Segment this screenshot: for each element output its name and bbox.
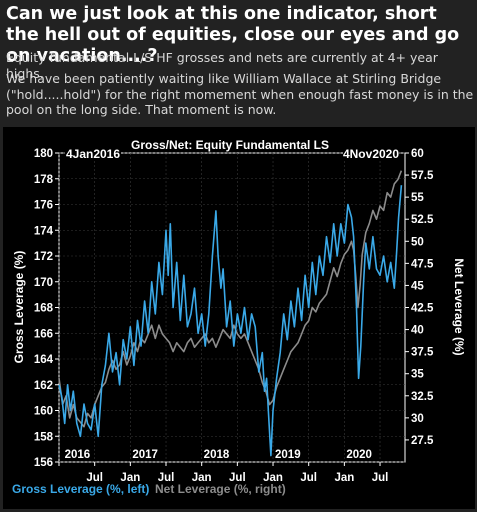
y-tick-label: 162 xyxy=(34,380,53,392)
y-tick-label: 166 xyxy=(34,328,53,340)
right-axis-ticks: 60 57.5 55 52.5 50 47.5 45 42.5 40 37.5 35 32.5 30 27… xyxy=(405,148,434,447)
y-tick-label: 156 xyxy=(34,457,53,469)
x-tick-label: Jan xyxy=(334,472,354,484)
legend-net-leverage: Net Leverage (%, right) xyxy=(155,482,286,496)
x-tick-label: Jul xyxy=(158,472,175,484)
x-tick-label: Jul xyxy=(86,472,103,484)
y2-tick-label: 50 xyxy=(411,236,424,248)
year-label: 2017 xyxy=(132,449,158,461)
gross-leverage-line xyxy=(58,185,403,457)
left-axis-ticks: 180 178 176 174 172 170 168 166 164 162 160 158 156 xyxy=(34,148,59,469)
y2-tick-label: 32.5 xyxy=(411,391,434,403)
start-date-label: 4Jan2016 xyxy=(66,147,120,161)
year-label: 2016 xyxy=(65,449,91,461)
y-tick-label: 174 xyxy=(34,225,54,237)
y2-tick-label: 40 xyxy=(411,325,424,337)
y2-tick-label: 35 xyxy=(411,369,424,381)
y-tick-label: 180 xyxy=(34,148,53,160)
y-tick-label: 158 xyxy=(34,431,54,443)
y-axis-label-right: Net Leverage (%) xyxy=(452,258,466,355)
y2-tick-label: 52.5 xyxy=(411,214,434,226)
x-tick-label: Jul xyxy=(300,472,317,484)
body-paragraph: We have been patiently waiting like Will… xyxy=(6,71,474,117)
y2-tick-label: 57.5 xyxy=(411,170,434,182)
year-label: 2019 xyxy=(275,449,301,461)
legend-gross-leverage: Gross Leverage (%, left) xyxy=(12,482,149,496)
x-tick-label: Jan xyxy=(192,472,212,484)
y2-tick-label: 37.5 xyxy=(411,347,434,359)
x-tick-label: Jan xyxy=(263,472,283,484)
chart-panel: 180 178 176 174 172 170 168 166 164 162 160 158 156 … xyxy=(3,127,475,509)
y-tick-label: 168 xyxy=(34,303,54,315)
start-label-background xyxy=(65,146,121,160)
y-tick-label: 170 xyxy=(34,277,53,289)
y-tick-label: 160 xyxy=(34,406,53,418)
y2-tick-label: 55 xyxy=(411,192,424,204)
y-tick-label: 164 xyxy=(34,354,54,366)
x-axis-ticks: Jul Jan Jul Jan Jul Jan Jul Jan Jul 2016 2017 2018 2… xyxy=(58,449,389,484)
leverage-chart: 180178176174172170168166164162160158156 … xyxy=(12,136,466,496)
y2-tick-label: 30 xyxy=(411,413,424,425)
y2-tick-label: 60 xyxy=(411,148,424,160)
y-tick-label: 176 xyxy=(34,200,53,212)
title-background xyxy=(139,136,321,152)
x-tick-label: Jul xyxy=(372,472,389,484)
year-label: 2020 xyxy=(346,449,372,461)
x-tick-label: Jul xyxy=(229,472,246,484)
y-tick-label: 178 xyxy=(34,174,54,186)
year-label: 2018 xyxy=(204,449,230,461)
chart-title: Gross/Net: Equity Fundamental LS xyxy=(131,138,329,152)
x-tick-label: Jan xyxy=(120,472,140,484)
end-date-label: 4Nov2020 xyxy=(343,147,399,161)
y-tick-label: 172 xyxy=(34,251,53,263)
series-lines xyxy=(58,170,403,457)
end-label-background xyxy=(343,146,399,160)
y2-tick-label: 27.5 xyxy=(411,435,434,447)
y2-tick-label: 47.5 xyxy=(411,258,434,270)
y2-tick-label: 45 xyxy=(411,280,424,292)
y2-tick-label: 42.5 xyxy=(411,303,434,315)
y-axis-label-left: Gross Leverage (%) xyxy=(12,251,26,364)
intro-paragraph: Equity fundamental L/S HF grosses and ne… xyxy=(6,50,438,81)
headline: Can we just look at this one indicator, … xyxy=(6,4,460,66)
